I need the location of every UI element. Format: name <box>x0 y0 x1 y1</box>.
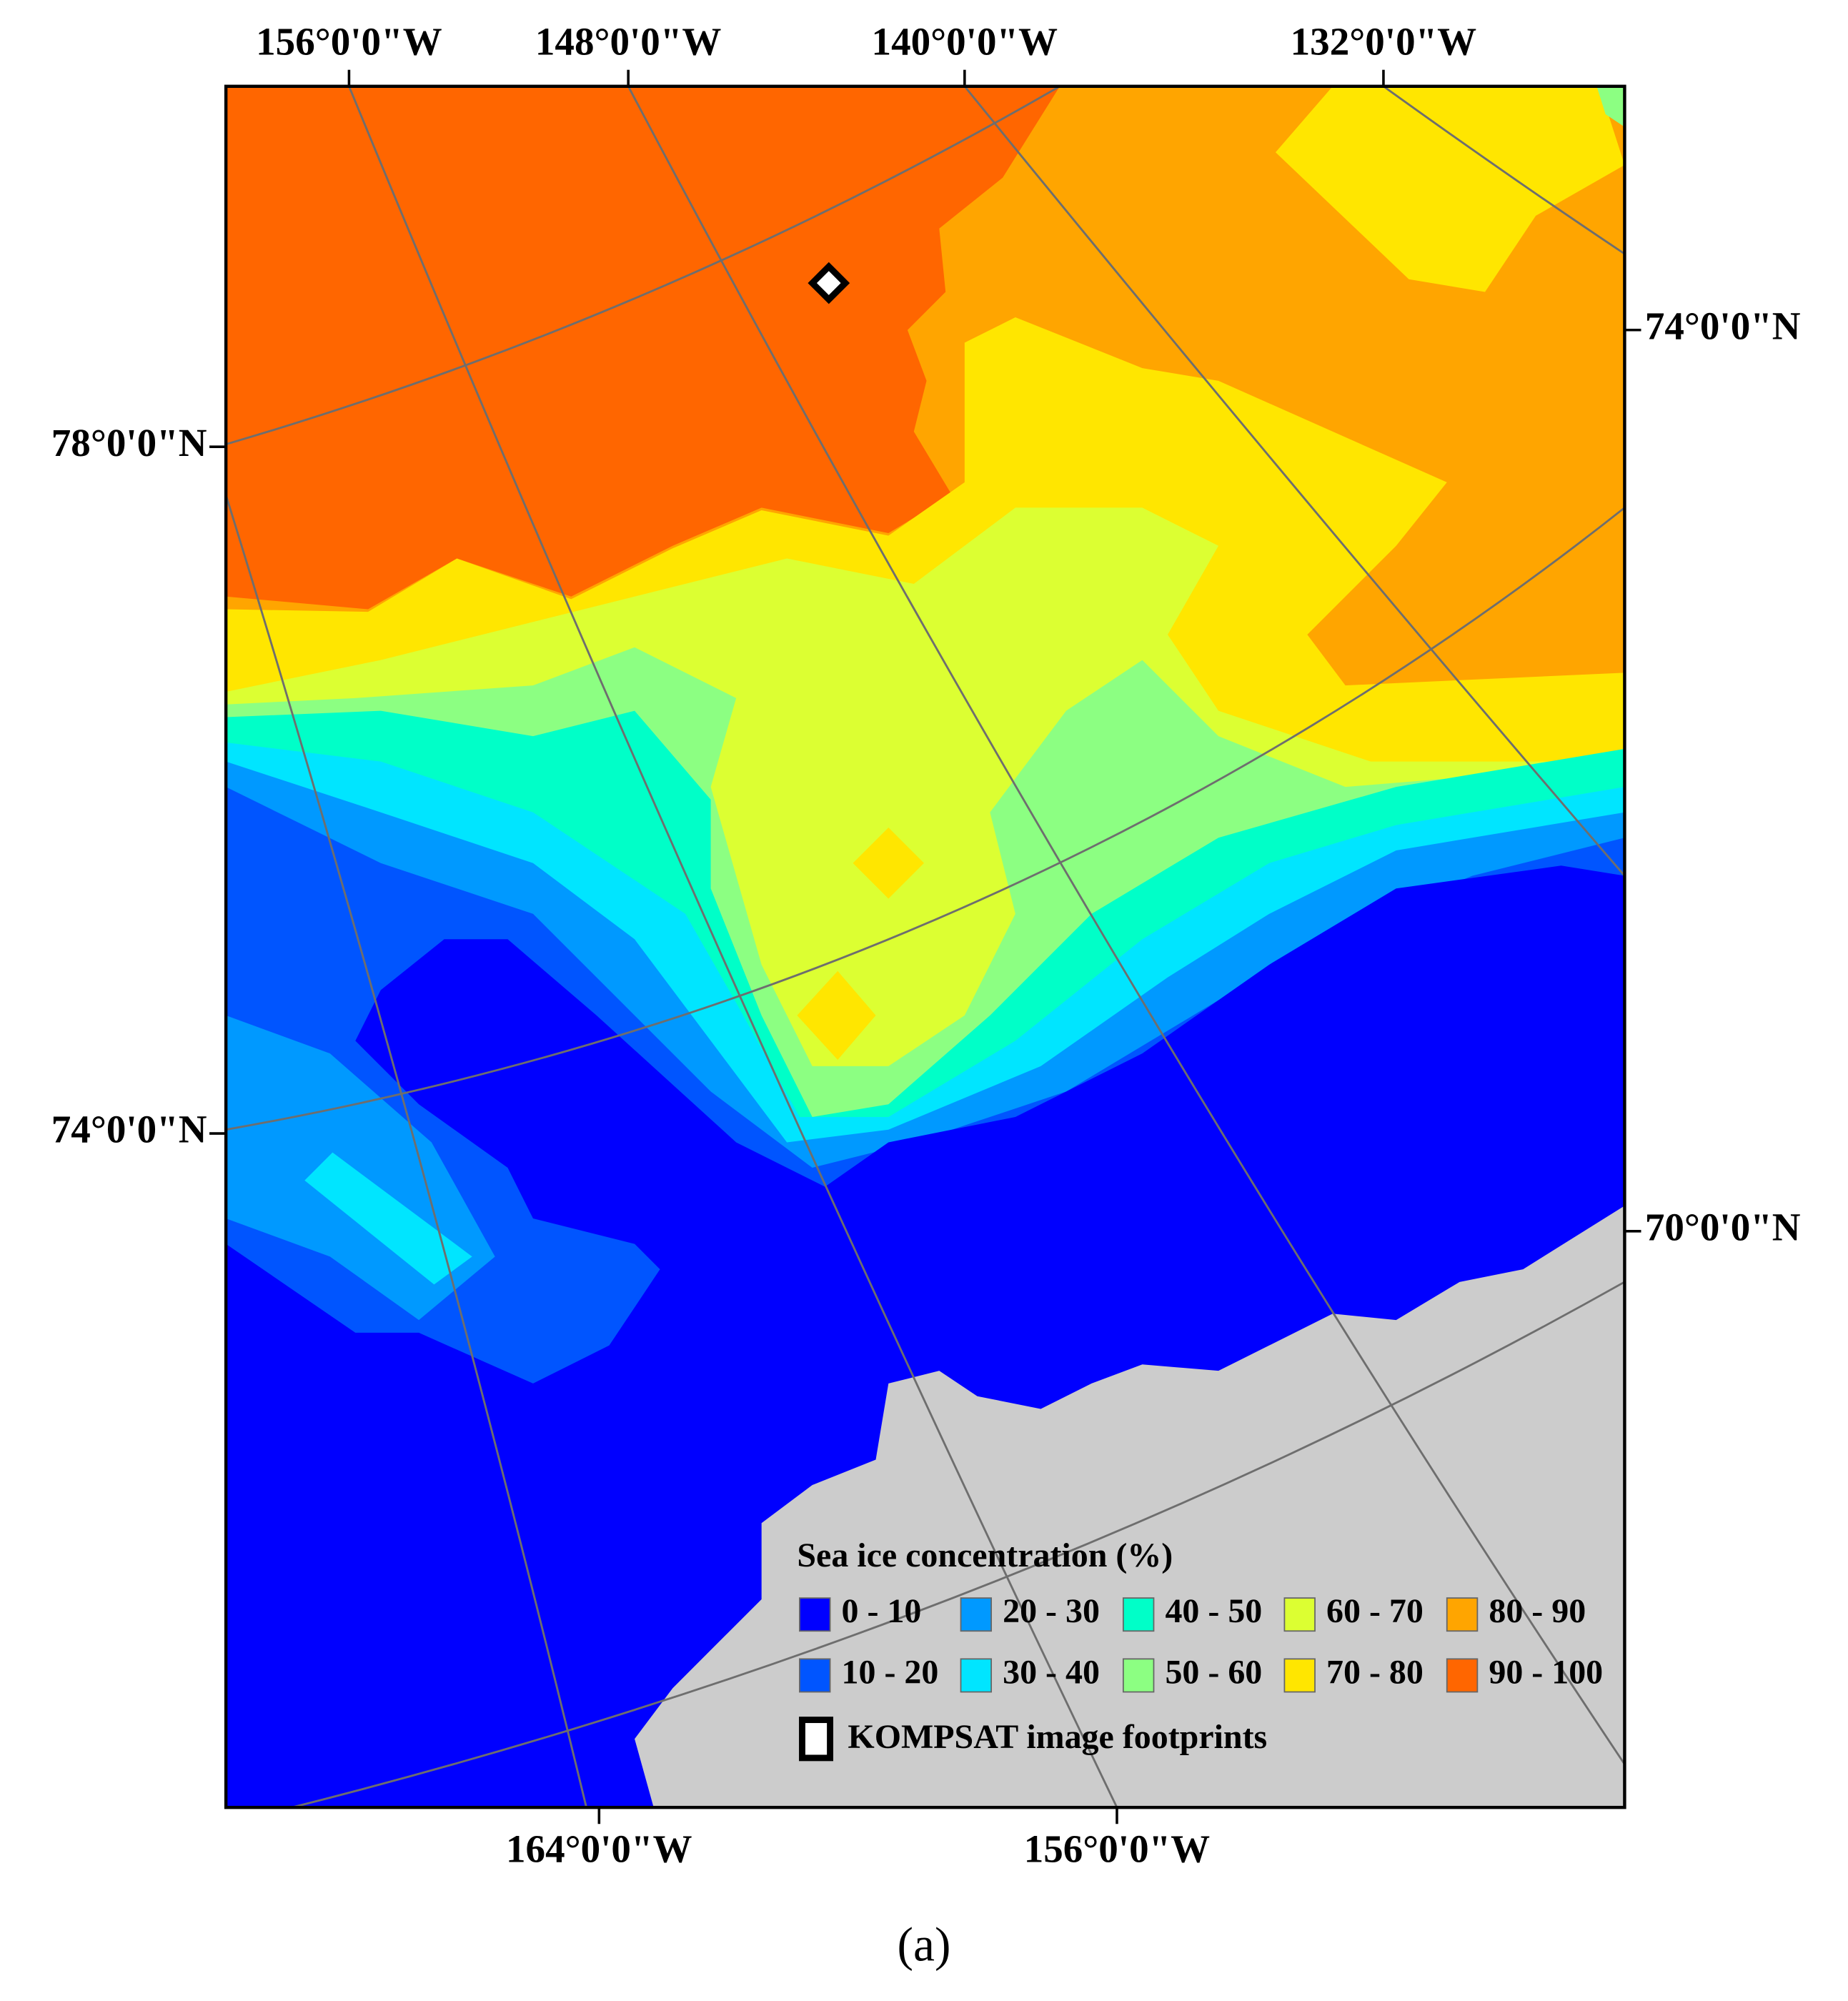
lon-label: 156°0'0"W <box>1024 1827 1211 1871</box>
ticks <box>209 69 1641 1824</box>
legend-swatch <box>799 1658 831 1693</box>
legend-label: 90 - 100 <box>1489 1653 1603 1691</box>
zone <box>226 86 1060 610</box>
legend-swatch <box>1283 1597 1316 1632</box>
lat-label: 70°0'0"N <box>1645 1205 1801 1248</box>
zone <box>1596 86 1625 127</box>
legend-label: 30 - 40 <box>1003 1653 1100 1691</box>
legend-swatch <box>1122 1658 1155 1693</box>
parallel <box>226 86 1060 445</box>
legend-swatch <box>1122 1597 1155 1632</box>
legend-label: 40 - 50 <box>1165 1592 1262 1630</box>
zone <box>1275 86 1625 292</box>
lat-label: 78°0'0"N <box>51 421 207 465</box>
legend-label: 60 - 70 <box>1326 1592 1424 1630</box>
meridian <box>1383 86 1625 255</box>
legend-label: 20 - 30 <box>1003 1592 1100 1630</box>
lat-label: 74°0'0"N <box>1645 304 1801 347</box>
footprint <box>808 262 850 304</box>
zone <box>853 828 924 899</box>
lon-label: 132°0'0"W <box>1291 20 1477 64</box>
legend-swatch <box>1283 1658 1316 1693</box>
zone <box>797 970 876 1061</box>
legend-label: KOMPSAT image footprints <box>848 1718 1267 1756</box>
legend-title: Sea ice concentration (%) <box>797 1536 1173 1574</box>
lon-label: 148°0'0"W <box>535 20 722 64</box>
legend-label: 0 - 10 <box>842 1592 922 1630</box>
legend-label: 80 - 90 <box>1489 1592 1586 1630</box>
legend-swatch <box>799 1597 831 1632</box>
lat-label: 74°0'0"N <box>51 1108 207 1151</box>
meridian <box>627 86 1625 1765</box>
lon-label: 164°0'0"W <box>506 1827 692 1871</box>
legend-label: 50 - 60 <box>1165 1653 1262 1691</box>
meridian <box>226 495 587 1808</box>
legend-swatch <box>1446 1597 1479 1632</box>
legend: Sea ice concentration (%) KOMPSAT image … <box>797 1536 1603 1762</box>
parallel <box>226 507 1625 1131</box>
lon-label: 140°0'0"W <box>872 20 1058 64</box>
parallel <box>292 1281 1625 1808</box>
lon-label: 156°0'0"W <box>256 20 442 64</box>
legend-swatch <box>1446 1658 1479 1693</box>
legend-swatch <box>960 1597 993 1632</box>
caption: (a) <box>898 1918 951 1972</box>
ice-map <box>226 86 1625 1808</box>
map-frame <box>224 84 1626 1809</box>
legend-swatch <box>960 1658 993 1693</box>
footprint-swatch <box>799 1717 834 1762</box>
zone <box>304 1152 472 1285</box>
legend-label: 10 - 20 <box>842 1653 939 1691</box>
meridian <box>963 86 1625 877</box>
legend-label: 70 - 80 <box>1326 1653 1424 1691</box>
land <box>635 1206 1625 1808</box>
meridian <box>348 86 1118 1808</box>
